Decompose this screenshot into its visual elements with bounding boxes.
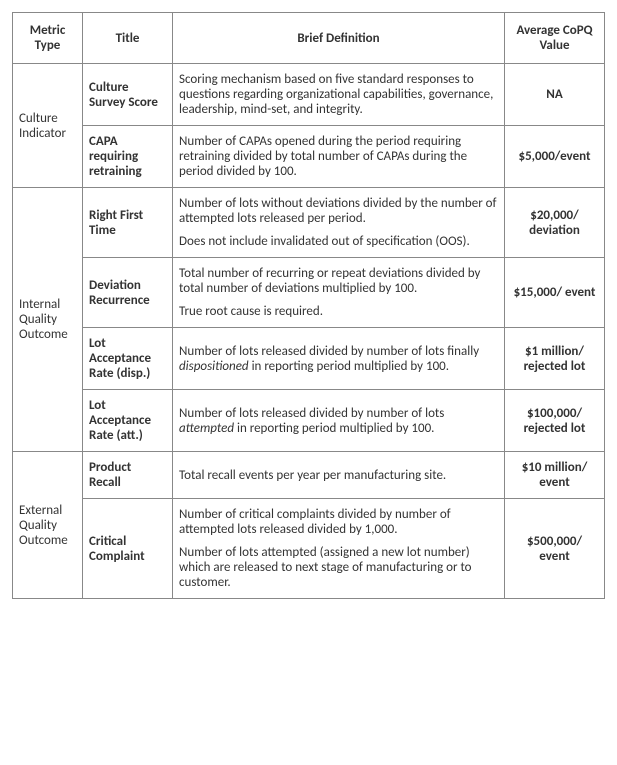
col-header-title: Title — [83, 13, 173, 64]
title-cell: Culture Survey Score — [83, 64, 173, 126]
definition-text: Number of critical complaints divided by… — [179, 507, 498, 537]
definition-cell: Number of CAPAs opened during the period… — [173, 126, 505, 188]
title-cell: CAPA requiring retraining — [83, 126, 173, 188]
table-row: Deviation RecurrenceTotal number of recu… — [13, 258, 605, 328]
metric-type-cell: Culture Indicator — [13, 64, 83, 188]
title-cell: Right First Time — [83, 188, 173, 258]
metric-type-cell: Internal Quality Outcome — [13, 188, 83, 452]
col-header-avg-copq: Average CoPQ Value — [505, 13, 605, 64]
definition-text: Number of lots released divided by numbe… — [179, 344, 498, 374]
title-cell: Lot Acceptance Rate (att.) — [83, 390, 173, 452]
table-row: CAPA requiring retrainingNumber of CAPAs… — [13, 126, 605, 188]
table-row: Lot Acceptance Rate (disp.)Number of lot… — [13, 328, 605, 390]
definition-cell: Scoring mechanism based on five standard… — [173, 64, 505, 126]
copq-value-cell: $20,000/ deviation — [505, 188, 605, 258]
table-row: Culture IndicatorCulture Survey ScoreSco… — [13, 64, 605, 126]
table-row: External Quality OutcomeProduct RecallTo… — [13, 452, 605, 499]
definition-text: True root cause is required. — [179, 304, 498, 319]
col-header-metric-type: Metric Type — [13, 13, 83, 64]
table-row: Lot Acceptance Rate (att.)Number of lots… — [13, 390, 605, 452]
definition-text: Total number of recurring or repeat devi… — [179, 266, 498, 296]
metric-type-cell: External Quality Outcome — [13, 452, 83, 599]
table-row: Critical ComplaintNumber of critical com… — [13, 499, 605, 599]
metrics-table: Metric Type Title Brief Definition Avera… — [12, 12, 605, 599]
copq-value-cell: $500,000/ event — [505, 499, 605, 599]
copq-value-cell: NA — [505, 64, 605, 126]
copq-value-cell: $1 million/ rejected lot — [505, 328, 605, 390]
definition-cell: Number of lots without deviations divide… — [173, 188, 505, 258]
table-header-row: Metric Type Title Brief Definition Avera… — [13, 13, 605, 64]
definition-text: Number of lots attempted (assigned a new… — [179, 545, 498, 590]
copq-value-cell: $5,000/event — [505, 126, 605, 188]
definition-cell: Number of lots released divided by numbe… — [173, 328, 505, 390]
definition-cell: Number of critical complaints divided by… — [173, 499, 505, 599]
definition-text: Total recall events per year per manufac… — [179, 468, 498, 483]
title-cell: Product Recall — [83, 452, 173, 499]
table-row: Internal Quality OutcomeRight First Time… — [13, 188, 605, 258]
definition-cell: Number of lots released divided by numbe… — [173, 390, 505, 452]
title-cell: Lot Acceptance Rate (disp.) — [83, 328, 173, 390]
definition-text: Does not include invalidated out of spec… — [179, 234, 498, 249]
definition-text: Number of CAPAs opened during the period… — [179, 134, 498, 179]
definition-cell: Total recall events per year per manufac… — [173, 452, 505, 499]
table-body: Culture IndicatorCulture Survey ScoreSco… — [13, 64, 605, 599]
copq-value-cell: $100,000/ rejected lot — [505, 390, 605, 452]
definition-text: Number of lots without deviations divide… — [179, 196, 498, 226]
col-header-brief-definition: Brief Definition — [173, 13, 505, 64]
copq-value-cell: $15,000/ event — [505, 258, 605, 328]
definition-text: Scoring mechanism based on five standard… — [179, 72, 498, 117]
definition-cell: Total number of recurring or repeat devi… — [173, 258, 505, 328]
copq-value-cell: $10 million/ event — [505, 452, 605, 499]
definition-text: Number of lots released divided by numbe… — [179, 406, 498, 436]
title-cell: Deviation Recurrence — [83, 258, 173, 328]
title-cell: Critical Complaint — [83, 499, 173, 599]
